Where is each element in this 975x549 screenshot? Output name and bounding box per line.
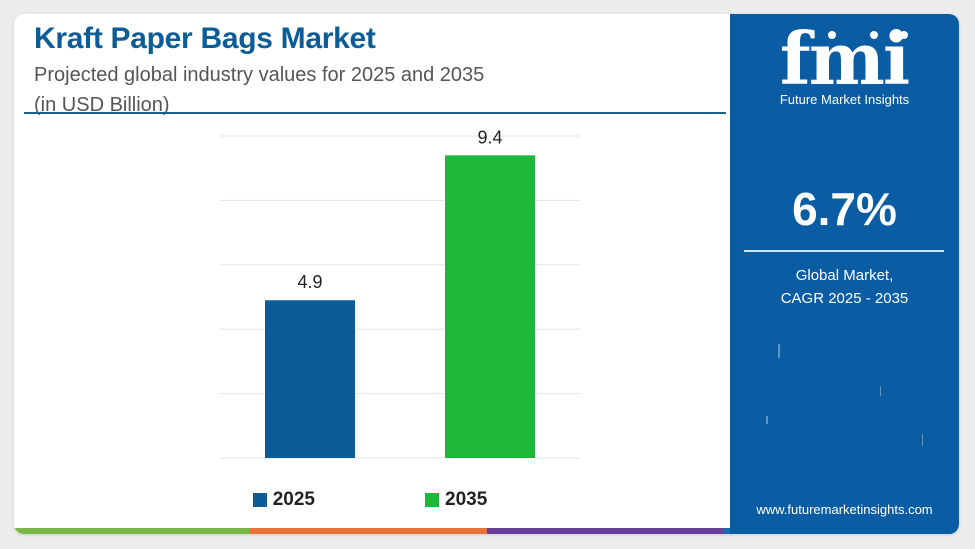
logo-figure-icon-3 <box>900 31 908 39</box>
fmi-logo-text: fmi <box>780 24 909 94</box>
texture-speck <box>778 344 780 358</box>
logo-figure-icon-2 <box>870 31 878 39</box>
subtitle-line-2: (in USD Billion) <box>34 94 170 116</box>
data-label-2025: 4.9 <box>297 272 322 292</box>
chart-subtitle: Projected global industry values for 202… <box>34 60 484 120</box>
chart-title: Kraft Paper Bags Market <box>34 22 376 55</box>
bottom-bar-segment <box>486 528 723 534</box>
data-label-2035: 9.4 <box>477 127 502 147</box>
legend-label: 2035 <box>445 489 488 510</box>
cagr-value: 6.7% <box>792 183 897 235</box>
bottom-bar-segment <box>250 528 487 534</box>
legend-swatch <box>425 493 439 507</box>
bar-2025 <box>265 300 355 458</box>
fmi-logo: fmi <box>780 24 911 94</box>
header-divider <box>24 112 726 114</box>
texture-speck <box>766 416 768 424</box>
legend-item-2035: 2035 <box>425 489 487 511</box>
cagr-label: Global Market, CAGR 2025 - 2035 <box>730 264 959 310</box>
website-link[interactable]: www.futuremarketinsights.com <box>756 502 933 517</box>
texture-speck <box>880 386 881 396</box>
infographic-card: Kraft Paper Bags Market Projected global… <box>14 14 959 534</box>
sidebar-divider <box>744 250 944 252</box>
texture-speck <box>922 434 923 446</box>
cagr-label-line-2: CAGR 2025 - 2035 <box>780 290 909 307</box>
bottom-bar-segment <box>14 528 251 534</box>
sidebar-panel: fmi Future Market Insights 6.7% Global M… <box>730 14 959 534</box>
subtitle-line-1: Projected global industry values for 202… <box>34 64 485 86</box>
legend-swatch <box>252 493 267 507</box>
cagr-label-line-1: Global Market, <box>795 267 894 284</box>
logo-figure-icon <box>828 31 836 39</box>
chart-legend: 2025 2035 <box>14 486 726 514</box>
bar-2035 <box>445 155 535 458</box>
legend-label: 2025 <box>272 489 315 510</box>
legend-item-2025: 2025 <box>252 489 315 511</box>
bar-chart: 4.9 9.4 <box>220 127 580 459</box>
logo-subtitle: Future Market Insights <box>779 92 910 107</box>
